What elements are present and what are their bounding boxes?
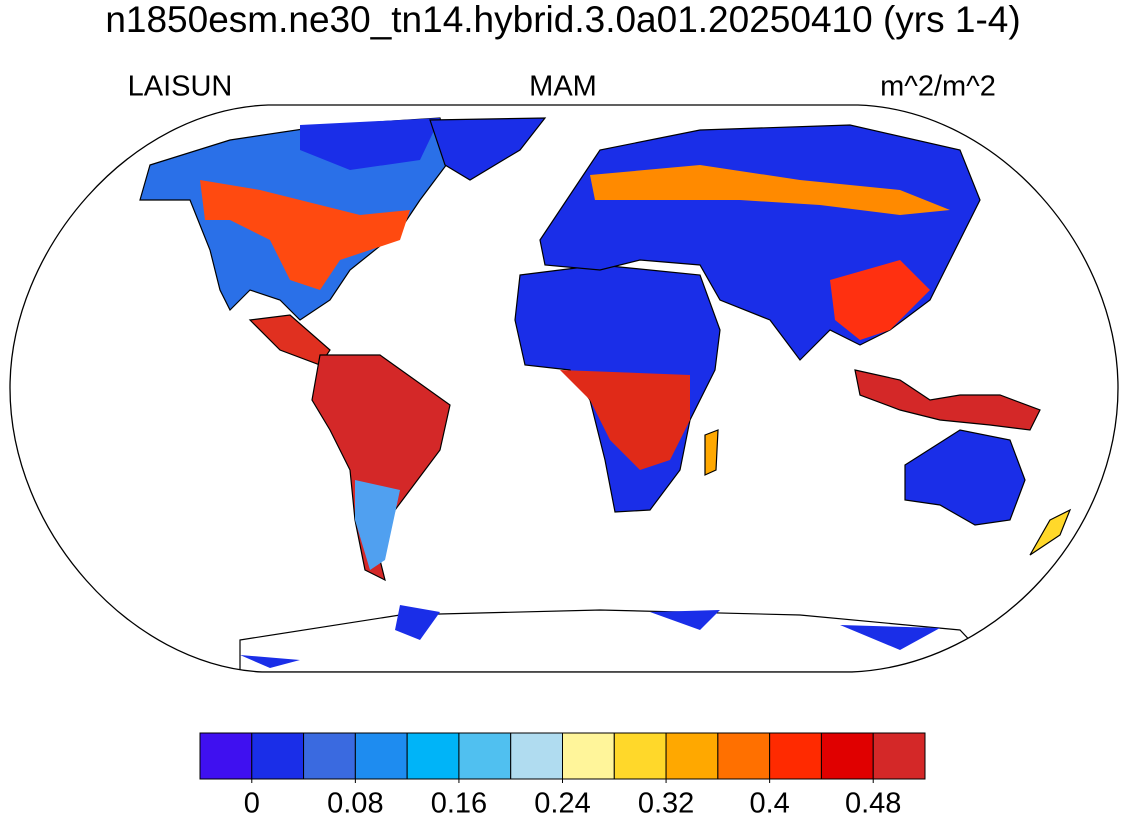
colorbar-tick-label: 0.4 (749, 788, 789, 820)
colorbar-tick-label: 0.32 (638, 788, 694, 820)
variable-label: LAISUN (128, 71, 233, 103)
colorbar-box (872, 732, 926, 780)
colorbar-tick-label: 0.08 (327, 788, 383, 820)
australia (904, 429, 1026, 526)
greenland (429, 117, 547, 181)
colorbar-box (562, 732, 615, 780)
colorbar-tick-label: 0.48 (845, 788, 901, 820)
colorbar-tick-label: 0.24 (534, 788, 590, 820)
colorbar-box (717, 732, 771, 780)
colorbar-box (354, 732, 408, 780)
colorbar-box (251, 732, 305, 780)
na-forest (200, 180, 410, 290)
colorbar-box (665, 732, 719, 780)
antarctic-coast (240, 605, 940, 668)
colorbar: 0 0.08 0.16 0.24 0.32 0.4 0.48 (199, 732, 926, 820)
map-outline (9, 104, 1119, 673)
south-america (311, 354, 451, 582)
madagascar (704, 429, 719, 476)
east-asia (830, 260, 930, 340)
colorbar-tick-label: 0.16 (431, 788, 487, 820)
colorbar-box (406, 732, 460, 780)
colorbar-box (769, 732, 822, 780)
colorbar-box (458, 732, 512, 780)
colorbar-box (303, 732, 356, 780)
new-zealand (1029, 508, 1072, 556)
units-label: m^2/m^2 (880, 71, 996, 103)
colorbar-box (820, 732, 874, 780)
season-label: MAM (529, 71, 597, 103)
colorbar-tick-label: 0 (244, 788, 260, 820)
maritime-se-asia (854, 369, 1041, 431)
title: n1850esm.ne30_tn14.hybrid.3.0a01.2025041… (105, 0, 1020, 40)
na-north (300, 118, 440, 170)
boreal (590, 165, 950, 215)
colorbar-box (613, 732, 667, 780)
africa-tropics (560, 370, 690, 470)
colorbar-box (510, 732, 564, 780)
central-america (248, 314, 331, 366)
colorbar-box (199, 732, 253, 780)
sa-south (355, 480, 400, 570)
map (139, 117, 1072, 672)
